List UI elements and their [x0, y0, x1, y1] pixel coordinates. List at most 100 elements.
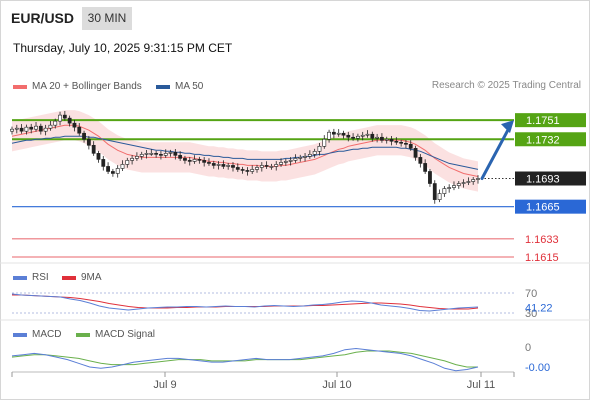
level-label-1.1633: 1.1633 [525, 234, 559, 246]
candle-body [322, 138, 327, 147]
candle-body [336, 132, 341, 135]
candle-body [259, 165, 264, 168]
candle-body [221, 164, 226, 167]
candle-body [317, 146, 322, 152]
level-label-1.1615: 1.1615 [525, 252, 559, 264]
candle-body [106, 166, 110, 172]
candle-body [423, 163, 428, 172]
candle-body [404, 142, 408, 145]
legend-macd-signal: MACD Signal [76, 329, 155, 340]
candle-body [96, 153, 101, 160]
ma20-label: MA 20 + Bollinger Bands [32, 81, 142, 92]
candle-body [255, 167, 259, 170]
candle-body [418, 157, 423, 164]
ma20-line [11, 124, 479, 177]
candle-body [187, 160, 192, 162]
candle-body [432, 183, 437, 200]
candle-body [274, 164, 279, 167]
macd-signal-line [11, 350, 478, 368]
macd-swatch [13, 332, 27, 337]
candle-body [269, 166, 274, 168]
candle-body [288, 160, 293, 162]
rsi-ma-swatch [62, 275, 76, 280]
candle-body [125, 160, 130, 165]
rsi-ma-label: 9MA [81, 272, 102, 283]
candle-body [86, 138, 91, 146]
bollinger-band [12, 110, 478, 192]
candle-body [447, 187, 452, 189]
legend-macd: MACD [13, 329, 61, 340]
level-tag-1.1732 [515, 132, 586, 147]
candle-body [82, 132, 86, 140]
candle-body [34, 125, 38, 130]
x-tick-label: Jul 9 [153, 379, 176, 391]
candle-body [370, 133, 375, 139]
candle-body [173, 152, 178, 156]
timestamp: Thursday, July 10, 2025 9:31:15 PM CET [13, 41, 233, 55]
candle-body [442, 188, 447, 194]
ma20-swatch [13, 84, 27, 89]
candle-body [197, 159, 202, 161]
level-tag-1.1665 [515, 199, 586, 214]
macd-tick-zero: 0 [525, 342, 531, 354]
candle-body [91, 144, 96, 154]
rsi-tick-70: 70 [525, 288, 537, 300]
legend-rsi: RSI [13, 272, 49, 283]
research-credit: Research © 2025 Trading Central [431, 80, 581, 91]
candle-body [202, 160, 207, 163]
candle-body [327, 131, 331, 140]
candle-body [437, 193, 442, 200]
x-tick-label: Jul 11 [467, 379, 496, 391]
candle-body [163, 153, 168, 156]
candle-body [130, 158, 135, 161]
current-price-label: 1.1693 [526, 173, 560, 185]
candle-body [456, 183, 461, 186]
candle-body [346, 134, 351, 138]
candle-body [48, 124, 53, 129]
candle-body [77, 126, 82, 134]
candle-body [139, 154, 144, 157]
candle-body [279, 162, 283, 165]
candle-body [120, 164, 125, 169]
ma50-swatch [156, 84, 170, 89]
candle-body [72, 122, 77, 128]
candle-body [226, 165, 231, 167]
candle-body [168, 152, 173, 154]
candle-body [183, 158, 187, 161]
macd-current-label: -0.00 [525, 362, 550, 374]
rsi-swatch [13, 275, 27, 280]
candle-body [264, 165, 269, 167]
macd-signal-swatch [76, 332, 90, 337]
candle-body [331, 131, 336, 135]
candle-body [10, 128, 14, 132]
candle-body [178, 155, 183, 159]
legend-ma50: MA 50 [156, 81, 203, 92]
candle-body [235, 167, 240, 170]
candle-body [110, 171, 115, 174]
candle-body [245, 170, 250, 172]
candle-body [413, 148, 418, 158]
candle-body [115, 168, 120, 174]
candle-body [154, 153, 159, 155]
legend-rsi-ma: 9MA [62, 272, 102, 283]
candle-body [29, 126, 34, 130]
level-label-1.1732: 1.1732 [526, 134, 560, 146]
macd-label: MACD [32, 329, 62, 340]
candle-body [101, 159, 106, 167]
level-label-1.1665: 1.1665 [526, 202, 560, 214]
candle-body [216, 164, 221, 166]
candle-body [375, 136, 380, 139]
candle-body [159, 154, 163, 156]
current-price-tag [515, 171, 586, 186]
candle-body [67, 117, 72, 124]
candle-body [58, 114, 62, 122]
candle-body [476, 178, 480, 180]
level-tag-1.1751 [515, 113, 586, 128]
candle-body [43, 127, 48, 132]
rsi-label: RSI [32, 272, 49, 283]
timeframe-button[interactable]: 30 MIN [82, 7, 132, 30]
macd-signal-label: MACD Signal [95, 329, 156, 340]
candle-body [461, 182, 466, 184]
candle-body [53, 120, 58, 126]
candle-body [471, 179, 476, 182]
